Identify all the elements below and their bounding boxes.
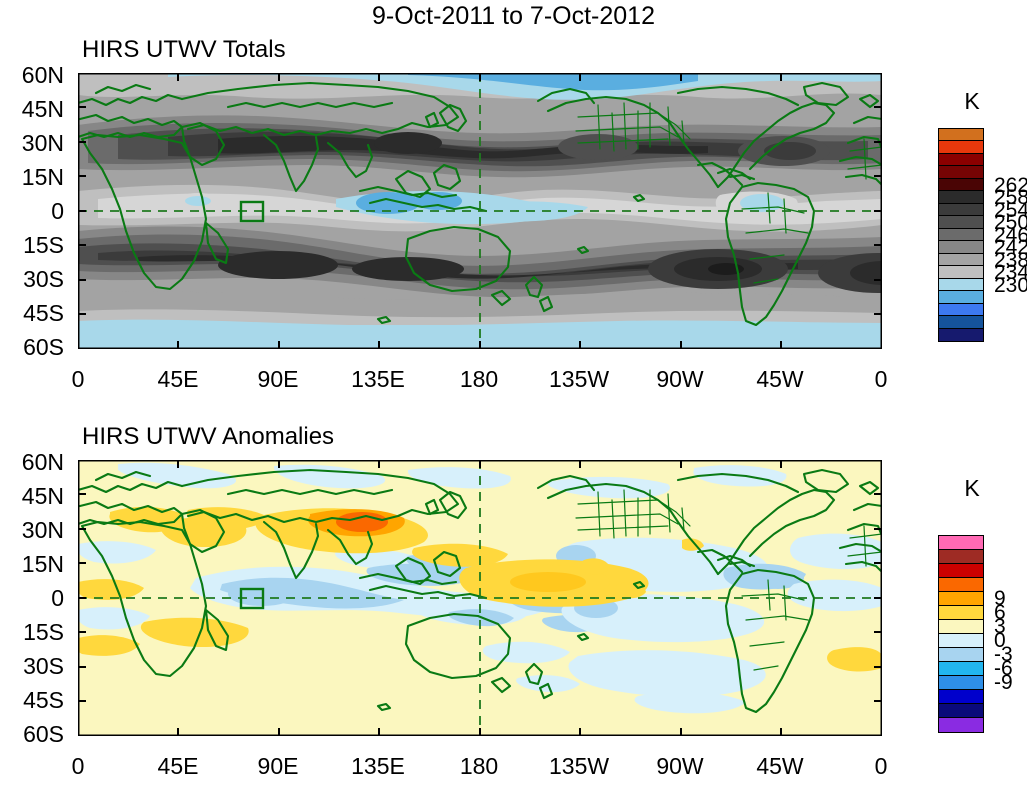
colorbar-swatch [939, 203, 983, 217]
x-tick-label: 0 [71, 753, 85, 779]
colorbar-swatch [939, 228, 983, 242]
y-tick-label: 15N [21, 551, 64, 577]
colorbar-swatch [939, 303, 983, 317]
y-tick-label: 60S [23, 721, 64, 747]
colorbar-swatch [939, 634, 983, 648]
colorbar-swatch [939, 141, 983, 154]
y-tick-label: 30N [21, 517, 64, 543]
colorbar-swatch [939, 153, 983, 167]
map-totals [78, 73, 882, 349]
figure-title: 9-Oct-2011 to 7-Oct-2012 [371, 2, 655, 30]
colorbar-tick-label: 3 [994, 615, 1006, 638]
panel-title-totals: HIRS UTWV Totals [82, 36, 286, 63]
x-tick-label: 0 [874, 753, 888, 779]
y-tick-label: 60N [21, 449, 64, 475]
colorbar-swatch [939, 676, 983, 690]
colorbar-tick-label: 6 [994, 601, 1006, 624]
y-tick-label: 15N [21, 164, 64, 190]
colorbar-tick-label: 0 [994, 629, 1006, 652]
colorbar-swatch [939, 166, 983, 179]
y-tick-label: 15S [23, 619, 64, 645]
colorbar-tick-label: -6 [994, 657, 1013, 680]
colorbar-tick-label: 262 [994, 173, 1027, 197]
colorbar-swatch [939, 536, 983, 550]
colorbar-tick-label: 258 [994, 186, 1027, 210]
y-tick-label: 45N [21, 483, 64, 509]
colorbar-swatch [939, 178, 983, 192]
x-tick-label: 135W [549, 753, 610, 779]
colorbar-swatch [939, 129, 983, 142]
x-tick-label: 135E [351, 753, 405, 779]
colorbar-unit-anomalies: K [964, 475, 980, 501]
colorbar-swatch [939, 606, 983, 620]
y-tick-label: 45S [23, 687, 64, 713]
x-tick-label: 90W [656, 366, 704, 392]
y-tick-label: 0 [51, 585, 64, 611]
colorbar-tick-label: 238 [994, 248, 1027, 272]
x-tick-label: 135W [549, 366, 610, 392]
x-tick-label: 0 [874, 366, 888, 392]
colorbar-swatch [939, 662, 983, 676]
colorbar-swatch [939, 266, 983, 279]
y-tick-label: 45S [23, 300, 64, 326]
y-tick-label: 15S [23, 232, 64, 258]
colorbar-swatch [939, 592, 983, 606]
colorbar-tick-label: 230 [994, 273, 1027, 297]
colorbar-swatch [939, 648, 983, 662]
x-tick-label: 90E [257, 366, 299, 392]
colorbar-tick-label: 254 [994, 198, 1027, 222]
colorbar-swatch [939, 550, 983, 564]
y-tick-label: 30S [23, 653, 64, 679]
colorbar-totals [938, 128, 984, 342]
panel-title-anomalies: HIRS UTWV Anomalies [82, 423, 335, 450]
x-tick-label: 45E [157, 366, 199, 392]
colorbar-swatch [939, 328, 983, 341]
x-tick-label: 180 [459, 753, 499, 779]
map-anomalies [78, 460, 882, 736]
x-tick-label: 135E [351, 366, 405, 392]
colorbar-swatch [939, 291, 983, 304]
colorbar-swatch [939, 316, 983, 329]
colorbar-swatch [939, 241, 983, 254]
colorbar-swatch [939, 620, 983, 634]
y-tick-label: 60N [21, 62, 64, 88]
x-tick-label: 0 [71, 366, 85, 392]
colorbar-swatch [939, 690, 983, 704]
x-tick-label: 90W [656, 753, 704, 779]
colorbar-swatch [939, 216, 983, 229]
colorbar-tick-label: 242 [994, 236, 1027, 260]
y-tick-label: 45N [21, 96, 64, 122]
colorbar-tick-label: 246 [994, 223, 1027, 247]
colorbar-swatch [939, 253, 983, 267]
y-tick-label: 0 [51, 198, 64, 224]
colorbar-unit-totals: K [964, 88, 980, 114]
colorbar-tick-label: 9 [994, 587, 1006, 610]
x-tick-label: 180 [459, 366, 499, 392]
colorbar-swatch [939, 718, 983, 732]
x-tick-label: 45E [157, 753, 199, 779]
colorbar-tick-label: -9 [994, 671, 1013, 694]
colorbar-anomalies [938, 535, 984, 733]
y-tick-label: 60S [23, 334, 64, 360]
y-tick-label: 30N [21, 130, 64, 156]
colorbar-swatch [939, 191, 983, 204]
colorbar-tick-label: 234 [994, 261, 1027, 285]
x-tick-label: 45W [756, 366, 804, 392]
colorbar-swatch [939, 564, 983, 578]
y-tick-label: 30S [23, 266, 64, 292]
colorbar-swatch [939, 704, 983, 718]
colorbar-swatch [939, 278, 983, 292]
x-tick-label: 90E [257, 753, 299, 779]
colorbar-swatch [939, 578, 983, 592]
colorbar-tick-label: 250 [994, 211, 1027, 235]
x-tick-label: 45W [756, 753, 804, 779]
colorbar-tick-label: -3 [994, 643, 1013, 666]
